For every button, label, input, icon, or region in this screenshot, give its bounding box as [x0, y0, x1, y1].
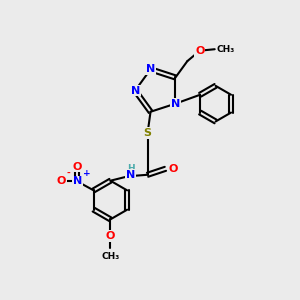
Text: +: +: [83, 169, 90, 178]
Text: H: H: [127, 164, 134, 173]
Text: N: N: [130, 85, 140, 96]
Text: O: O: [56, 176, 66, 187]
Text: O: O: [73, 162, 82, 172]
Text: CH₃: CH₃: [216, 45, 234, 54]
Text: -: -: [67, 169, 71, 178]
Text: S: S: [144, 128, 152, 138]
Text: O: O: [106, 231, 115, 241]
Text: N: N: [73, 176, 82, 187]
Text: N: N: [126, 170, 135, 180]
Text: N: N: [171, 99, 180, 109]
Text: O: O: [195, 46, 205, 56]
Text: O: O: [169, 164, 178, 174]
Text: N: N: [146, 64, 155, 74]
Text: CH₃: CH₃: [101, 252, 119, 261]
